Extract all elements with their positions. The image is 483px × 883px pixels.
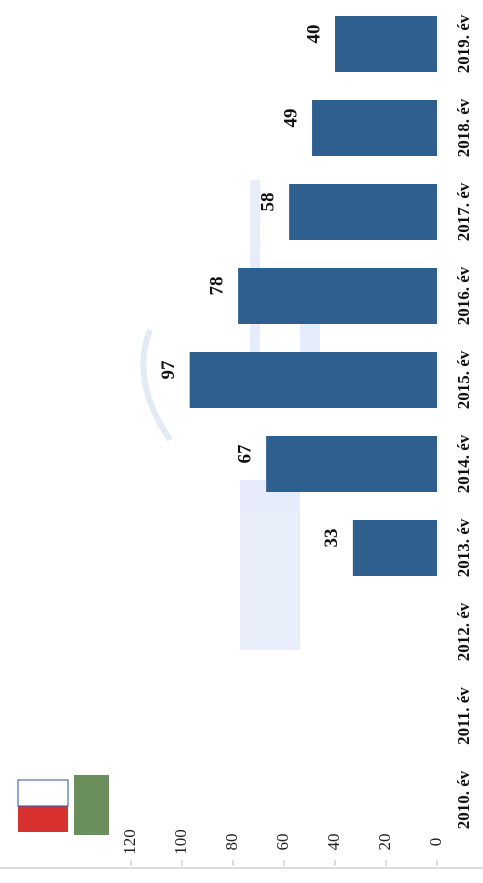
x-tick-label: 2010. év xyxy=(454,770,473,829)
y-tick-label: 40 xyxy=(324,834,343,851)
y-tick-label: 20 xyxy=(375,834,394,851)
bar xyxy=(352,520,437,576)
value-label: 97 xyxy=(158,360,179,380)
x-tick-label: 2015. év xyxy=(454,350,473,409)
y-tick-label: 120 xyxy=(120,829,139,855)
bar xyxy=(266,436,437,492)
x-tick-label: 2019. év xyxy=(454,14,473,73)
x-tick-label: 2014. év xyxy=(454,434,473,493)
x-tick-label: 2018. év xyxy=(454,98,473,157)
bar xyxy=(189,352,437,408)
logo xyxy=(17,775,109,835)
x-tick-label: 2011. év xyxy=(454,687,473,745)
x-tick-label: 2013. év xyxy=(454,518,473,577)
bar xyxy=(289,184,437,240)
y-tick-label: 100 xyxy=(171,829,190,855)
x-tick-label: 2017. év xyxy=(454,182,473,241)
y-tick-label: 0 xyxy=(426,838,445,847)
bar xyxy=(335,16,437,72)
x-tick-label: 2016. év xyxy=(454,266,473,325)
y-tick-label: 80 xyxy=(222,834,241,851)
value-label: 49 xyxy=(280,109,301,128)
watermark xyxy=(140,180,320,650)
bar xyxy=(238,268,437,324)
value-label: 33 xyxy=(321,529,342,548)
bar xyxy=(312,100,437,156)
y-tick-label: 60 xyxy=(273,834,292,851)
value-label: 67 xyxy=(235,444,256,464)
value-label: 78 xyxy=(206,277,227,296)
value-label: 58 xyxy=(257,193,278,212)
value-label: 40 xyxy=(303,25,324,44)
x-tick-label: 2012. év xyxy=(454,602,473,661)
